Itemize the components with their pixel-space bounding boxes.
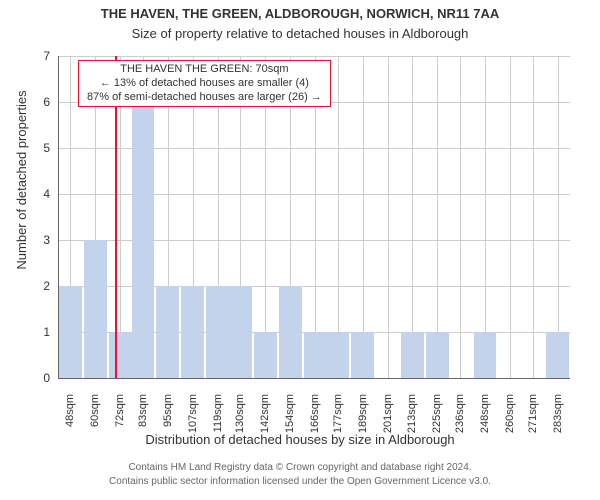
y-tick-label: 7 — [30, 49, 50, 63]
x-tick-label: 95sqm — [162, 394, 174, 444]
gridline-v — [412, 56, 413, 378]
histogram-bar — [229, 286, 252, 378]
histogram-bar — [304, 332, 327, 378]
y-tick-label: 6 — [30, 95, 50, 109]
gridline-v — [437, 56, 438, 378]
histogram-bar — [132, 102, 155, 378]
gridline-h — [58, 56, 570, 57]
y-tick-label: 2 — [30, 279, 50, 293]
x-tick-label: 154sqm — [284, 394, 296, 444]
x-tick-label: 283sqm — [552, 394, 564, 444]
attribution-line-1: Contains HM Land Registry data © Crown c… — [0, 462, 600, 473]
x-tick-label: 271sqm — [527, 394, 539, 444]
histogram-bar — [254, 332, 277, 378]
x-tick-label: 177sqm — [332, 394, 344, 444]
histogram-bar — [426, 332, 449, 378]
x-tick-label: 60sqm — [89, 394, 101, 444]
x-tick-label: 130sqm — [234, 394, 246, 444]
histogram-bar — [474, 332, 497, 378]
x-tick-label: 107sqm — [187, 394, 199, 444]
histogram-bar — [326, 332, 349, 378]
callout-line-1: THE HAVEN THE GREEN: 70sqm — [87, 63, 322, 77]
x-tick-label: 83sqm — [137, 394, 149, 444]
gridline-v — [533, 56, 534, 378]
x-tick-label: 166sqm — [309, 394, 321, 444]
y-tick-label: 0 — [30, 371, 50, 385]
gridline-v — [558, 56, 559, 378]
x-tick-label: 236sqm — [454, 394, 466, 444]
chart-title: THE HAVEN, THE GREEN, ALDBOROUGH, NORWIC… — [0, 6, 600, 21]
axis-line-bottom — [58, 378, 570, 379]
x-tick-label: 213sqm — [406, 394, 418, 444]
gridline-v — [363, 56, 364, 378]
x-tick-label: 119sqm — [212, 394, 224, 444]
callout-line-3: 87% of semi-detached houses are larger (… — [87, 91, 322, 105]
histogram-bar — [279, 286, 302, 378]
gridline-v — [388, 56, 389, 378]
gridline-v — [485, 56, 486, 378]
axis-line-left — [58, 56, 59, 378]
x-tick-label: 189sqm — [357, 394, 369, 444]
histogram-bar — [546, 332, 569, 378]
histogram-bar — [109, 332, 132, 378]
histogram-bar — [59, 286, 82, 378]
x-tick-label: 225sqm — [431, 394, 443, 444]
chart-subtitle: Size of property relative to detached ho… — [0, 26, 600, 41]
x-tick-label: 260sqm — [504, 394, 516, 444]
x-tick-label: 142sqm — [259, 394, 271, 444]
histogram-bar — [401, 332, 424, 378]
histogram-bar — [351, 332, 374, 378]
attribution-line-2: Contains public sector information licen… — [0, 476, 600, 487]
callout-box: THE HAVEN THE GREEN: 70sqm ← 13% of deta… — [78, 60, 331, 107]
callout-line-2: ← 13% of detached houses are smaller (4) — [87, 77, 322, 91]
gridline-v — [338, 56, 339, 378]
y-tick-label: 3 — [30, 233, 50, 247]
histogram-bar — [156, 286, 179, 378]
gridline-v — [460, 56, 461, 378]
y-axis-label: Number of detached properties — [14, 40, 29, 320]
y-tick-label: 4 — [30, 187, 50, 201]
x-tick-label: 48sqm — [64, 394, 76, 444]
histogram-chart: THE HAVEN, THE GREEN, ALDBOROUGH, NORWIC… — [0, 0, 600, 500]
histogram-bar — [181, 286, 204, 378]
y-tick-label: 1 — [30, 325, 50, 339]
x-tick-label: 72sqm — [114, 394, 126, 444]
histogram-bar — [206, 286, 229, 378]
y-tick-label: 5 — [30, 141, 50, 155]
x-tick-label: 201sqm — [382, 394, 394, 444]
x-tick-label: 248sqm — [479, 394, 491, 444]
histogram-bar — [84, 240, 107, 378]
gridline-v — [510, 56, 511, 378]
